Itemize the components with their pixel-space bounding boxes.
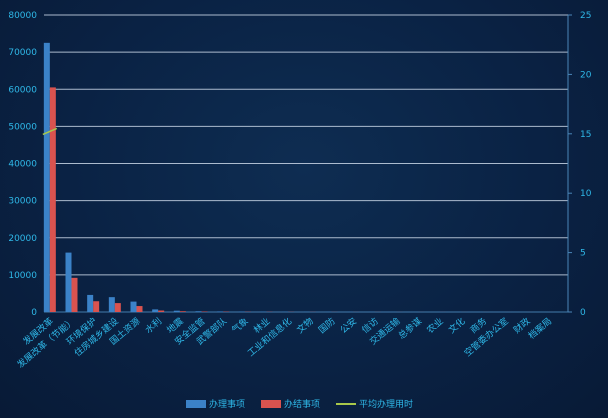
bar-completed	[49, 87, 56, 312]
category-label: 档案局	[526, 315, 554, 342]
bar-handled	[65, 252, 72, 312]
bar-handled	[152, 309, 159, 312]
right-axis: 0 5 10 15 20 25	[567, 11, 592, 318]
bar-completed	[158, 310, 165, 312]
category-label: 国防	[316, 315, 338, 336]
left-tick-label: 20000	[8, 234, 37, 244]
bar-completed	[71, 277, 78, 312]
category-label: 气象	[229, 315, 251, 336]
legend-label: 办理事项	[209, 398, 245, 410]
bar-handled	[108, 297, 115, 312]
bar-handled	[130, 301, 137, 312]
bars	[43, 42, 555, 312]
bar-completed	[179, 311, 186, 312]
legend-label: 平均办理用时	[359, 398, 413, 410]
left-tick-label: 70000	[8, 48, 37, 58]
left-tick-label: 10000	[8, 271, 37, 281]
bar-handled	[195, 311, 202, 312]
left-tick-label: 80000	[8, 11, 37, 21]
category-label: 水利	[143, 315, 165, 336]
left-tick-label: 60000	[8, 85, 37, 95]
right-tick-label: 0	[580, 308, 586, 318]
bar-completed	[136, 306, 143, 312]
legend-label: 办结事项	[284, 398, 320, 410]
left-tick-label: 40000	[8, 160, 37, 170]
category-label: 文物	[294, 315, 316, 336]
bar-completed	[93, 301, 100, 312]
avg-time-point	[42, 127, 58, 136]
legend-item[interactable]: 办理事项	[186, 398, 245, 410]
left-tick-label: 50000	[8, 122, 37, 132]
category-label: 总参谋	[396, 315, 424, 342]
category-label: 文化	[446, 315, 468, 336]
right-tick-label: 10	[580, 189, 592, 199]
category-label: 公安	[338, 315, 360, 336]
legend-swatch	[186, 400, 206, 408]
bar-handled	[173, 310, 180, 312]
bar-handled	[43, 42, 50, 312]
right-tick-label: 5	[580, 249, 586, 259]
right-tick-label: 20	[580, 70, 592, 80]
category-label: 农业	[424, 315, 446, 336]
bar-handled	[87, 294, 94, 312]
left-tick-label: 30000	[8, 197, 37, 207]
legend[interactable]: 办理事项 办结事项 平均办理用时	[186, 398, 413, 410]
left-axis: 0 10000 20000 30000 40000 50000 60000 70000 8000…	[8, 11, 37, 318]
average-time-line	[42, 127, 58, 136]
legend-item[interactable]: 平均办理用时	[336, 398, 413, 410]
legend-swatch	[261, 400, 281, 408]
left-tick-label: 0	[31, 308, 37, 318]
bar-completed	[114, 303, 121, 312]
grid-lines	[44, 14, 568, 313]
right-tick-label: 15	[580, 130, 591, 140]
bar-handled	[217, 311, 224, 312]
legend-item[interactable]: 办结事项	[261, 398, 320, 410]
right-tick-label: 25	[580, 11, 591, 21]
